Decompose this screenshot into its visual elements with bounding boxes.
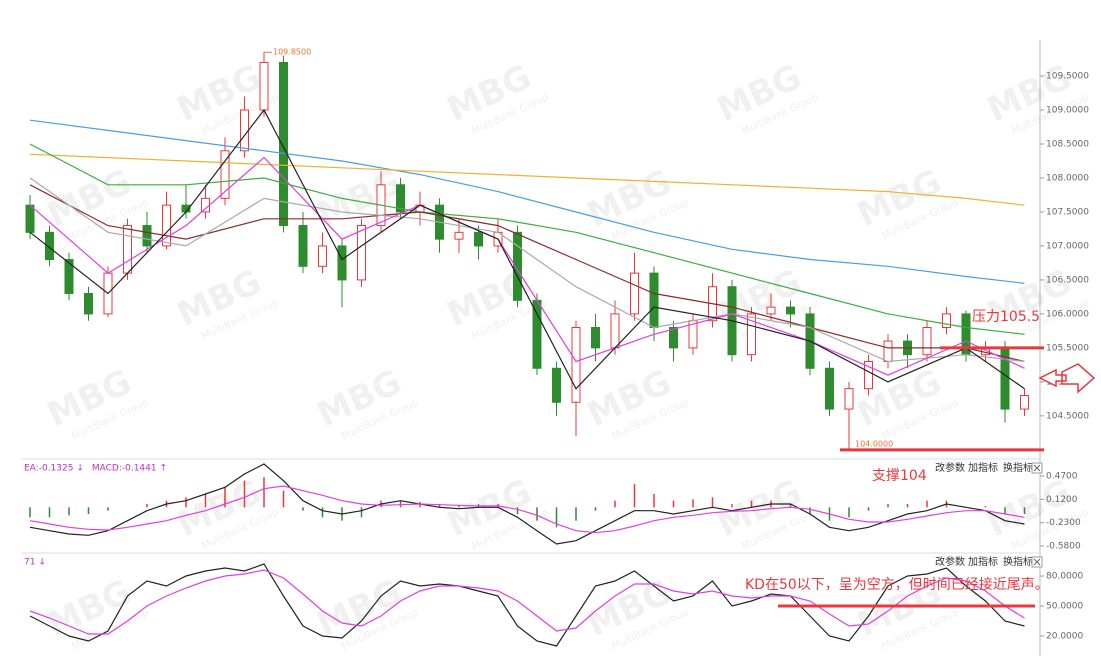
y-tick-label: 107.0000 [1046, 241, 1089, 251]
candle-body [747, 313, 756, 356]
candle-body [766, 306, 776, 315]
low-label: 104.0000 [855, 439, 893, 448]
price-level-label: 支撑104 [872, 468, 927, 484]
moving-average-line [29, 143, 1025, 335]
toolbar-button[interactable]: 改参数 [935, 555, 965, 568]
legend-entry: MACD:-0.1441 ↑ [92, 464, 167, 474]
kd-annotation: KD在50以下，呈为空方，但时间已经接近尾声。 [745, 576, 1049, 593]
candle-body [123, 225, 132, 274]
candle-body [630, 272, 639, 315]
plot: 104.5000105.0000105.5000106.0000106.5000… [24, 48, 1089, 647]
candle-body [357, 225, 366, 281]
moving-average-line [29, 177, 1025, 363]
candle-body [552, 367, 561, 403]
y-tick-label: 0.4700 [1046, 472, 1078, 482]
candle-body [396, 184, 405, 213]
toolbar-button[interactable]: 换指标 [1003, 461, 1033, 474]
price-level-label: 压力105.5 [972, 309, 1040, 325]
candle-body [259, 61, 269, 111]
candle-body [240, 109, 249, 152]
candle-body [825, 367, 834, 410]
macd-line [29, 485, 1025, 534]
legend-entry: 71 ↓ [24, 558, 46, 568]
candle-body [1020, 394, 1029, 410]
high-label: 109.8500 [273, 48, 311, 57]
macd-line [29, 463, 1025, 545]
candle-body [45, 231, 54, 261]
arrow-icon [1038, 363, 1096, 394]
toolbar-button[interactable]: 加指标 [968, 461, 998, 474]
candle-body [25, 204, 35, 233]
candle-body [142, 225, 152, 247]
y-tick-label: 107.5000 [1046, 207, 1089, 217]
candle-body [922, 327, 932, 356]
y-tick-label: 0.1200 [1046, 495, 1078, 505]
y-tick-label: -0.2300 [1046, 518, 1081, 528]
candle-body [571, 327, 581, 403]
close-button[interactable] [1031, 556, 1043, 568]
candle-body [84, 293, 93, 315]
y-tick-label: -0.5800 [1046, 542, 1081, 552]
toolbar-button[interactable]: 改参数 [935, 461, 965, 474]
y-tick-label: 106.5000 [1046, 275, 1089, 285]
moving-average-line [29, 119, 1025, 284]
y-tick-label: 109.5000 [1046, 72, 1089, 82]
y-tick-label: 108.0000 [1046, 173, 1089, 183]
candle-body [474, 231, 483, 247]
toolbar-button[interactable]: 换指标 [1003, 555, 1033, 568]
candle-body [883, 340, 893, 362]
candle-body [298, 225, 308, 267]
candle-body [591, 327, 600, 349]
candle-body [64, 259, 74, 295]
candle-body [318, 245, 327, 267]
candle-body [220, 150, 230, 199]
candle-body [162, 204, 171, 247]
candle-body [786, 306, 795, 315]
close-icon [1033, 464, 1041, 472]
candle-body [532, 299, 542, 369]
candle-body [864, 360, 873, 390]
toolbar-button[interactable]: 加指标 [968, 555, 998, 568]
moving-average-line [29, 108, 1025, 390]
candle-body [669, 327, 678, 349]
candle-body [279, 61, 288, 227]
moving-average-line [29, 184, 1025, 363]
y-tick-label: 105.5000 [1046, 343, 1089, 353]
candle-body [649, 272, 659, 329]
moving-average-line [29, 153, 1025, 206]
legend-entry: EA:-0.1325 ↓ [24, 464, 84, 474]
moving-average-line [29, 156, 1025, 376]
candle-body [337, 245, 347, 281]
kd-line [29, 563, 1025, 647]
y-tick-label: 109.0000 [1046, 106, 1089, 116]
candle-body [942, 313, 951, 329]
y-tick-label: 106.0000 [1046, 309, 1089, 319]
close-button[interactable] [1031, 462, 1043, 474]
y-tick-label: 108.5000 [1046, 139, 1089, 149]
candle-body [201, 197, 210, 213]
candle-body [610, 313, 620, 349]
y-tick-label: 80.0000 [1046, 572, 1083, 582]
kd-line [29, 569, 1025, 635]
y-tick-label: 50.0000 [1046, 602, 1083, 612]
candle-body [513, 231, 522, 301]
close-icon [1033, 558, 1041, 566]
candle-body [844, 388, 854, 410]
candle-body [454, 231, 464, 240]
y-tick-label: 20.0000 [1046, 632, 1083, 642]
y-tick-label: 104.5000 [1046, 411, 1089, 421]
